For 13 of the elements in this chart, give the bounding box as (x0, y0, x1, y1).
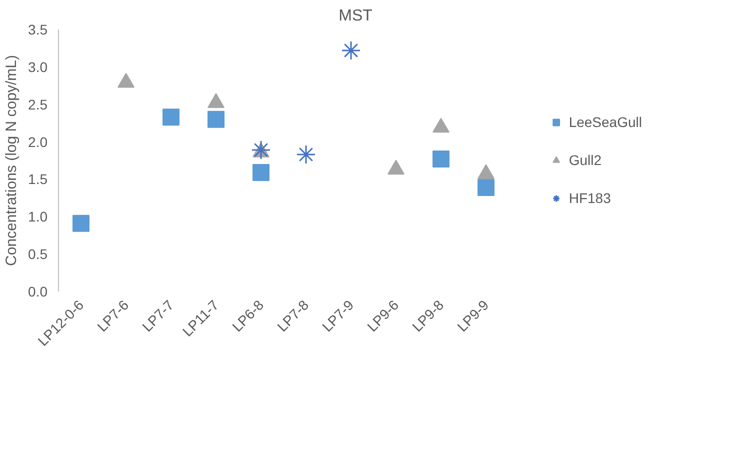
text: 1.0 (28, 208, 48, 225)
text: 3.0 (28, 58, 48, 75)
text: 0.0 (28, 284, 48, 300)
y-tick-label: 0.5 (28, 246, 48, 262)
chart-title: MST (338, 8, 373, 24)
y-axis-title: Concentrations (log N copy/mL) (3, 55, 20, 266)
y-tick-label: 1.5 (28, 171, 48, 188)
legend-label: LeeSeaGull (568, 114, 642, 130)
text: 2.0 (28, 134, 48, 150)
legend-label: HF183 (568, 190, 611, 206)
y-tick-label: 2.5 (28, 96, 48, 112)
legend-label: Gull2 (568, 152, 602, 168)
y-tick-label: 3.5 (28, 22, 48, 38)
